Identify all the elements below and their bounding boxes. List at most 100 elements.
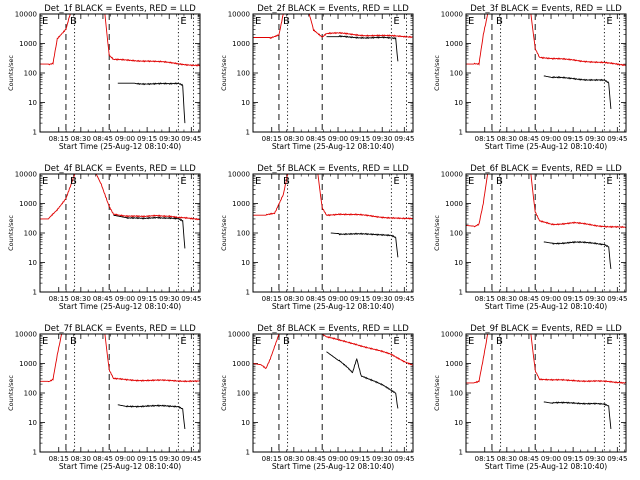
series-line: [40, 174, 200, 221]
chart-panel: Det_4f BLACK = Events, RED = LLD 1 10 100 10…: [7, 164, 201, 311]
y-tick-label: 100: [450, 70, 463, 78]
marker-label-e-start: E: [255, 336, 261, 347]
y-tick-label: 1: [459, 449, 463, 457]
series-line: [326, 34, 399, 62]
x-axis-label: Start Time (25-Aug-12 08:10:40): [485, 462, 607, 471]
marker-label-e-start: E: [255, 176, 261, 187]
y-tick-label: 100: [24, 230, 37, 238]
data-series: [466, 334, 626, 430]
y-tick-label: 100: [450, 390, 463, 398]
x-tick-label: 08:30: [71, 135, 91, 143]
y-tick-label: 10: [28, 99, 37, 107]
y-tick-label: 1: [33, 129, 37, 137]
y-tick-label: 1: [33, 289, 37, 297]
x-tick-label: 08:45: [93, 295, 113, 303]
marker-label-b: B: [496, 176, 503, 187]
series-line: [253, 174, 413, 220]
marker-label-b: B: [70, 336, 77, 347]
series-line: [466, 174, 626, 229]
x-axis-label: Start Time (25-Aug-12 08:10:40): [485, 142, 607, 151]
x-axis-label: Start Time (25-Aug-12 08:10:40): [59, 142, 181, 151]
plot-frame: [465, 173, 627, 293]
y-tick-label: 100: [237, 70, 250, 78]
x-tick-label: 09:45: [181, 135, 201, 143]
series-line: [113, 214, 186, 249]
y-tick-label: 1000: [445, 40, 463, 48]
x-tick-label: 09:15: [350, 295, 370, 303]
y-axis-label: Counts/sec: [220, 215, 228, 251]
x-tick-label: 09:45: [607, 295, 627, 303]
x-tick-label: 09:15: [350, 455, 370, 463]
x-tick-label: 09:15: [137, 135, 157, 143]
y-tick-label: 1000: [232, 360, 250, 368]
y-tick-label: 100: [450, 230, 463, 238]
marker-label-b: B: [70, 16, 77, 27]
chart-panel: Det_8f BLACK = Events, RED = LLD 1 10 100 10…: [220, 324, 414, 471]
x-tick-label: 09:15: [563, 295, 583, 303]
series-line: [543, 75, 612, 110]
marker-label-b: B: [283, 176, 290, 187]
panel-title: Det_7f BLACK = Events, RED = LLD: [44, 324, 196, 334]
data-series: [40, 174, 200, 249]
x-tick-label: 08:30: [284, 295, 304, 303]
marker-label-e-end: E: [393, 16, 399, 27]
plot-frame: [252, 173, 414, 293]
marker-label-e-start: E: [468, 16, 474, 27]
panel-title: Det_5f BLACK = Events, RED = LLD: [257, 164, 409, 174]
chart-panel: Det_7f BLACK = Events, RED = LLD 1 10 100 10…: [7, 324, 201, 471]
y-tick-label: 1: [246, 129, 250, 137]
x-tick-label: 09:15: [137, 455, 157, 463]
x-tick-label: 09:15: [563, 455, 583, 463]
plot-frame: [39, 173, 201, 293]
panel-title: Det_3f BLACK = Events, RED = LLD: [470, 4, 622, 14]
x-axis-label: Start Time (25-Aug-12 08:10:40): [59, 462, 181, 471]
y-axis-label: Counts/sec: [220, 55, 228, 91]
y-tick-label: 10: [241, 419, 250, 427]
plot-frame: [252, 333, 414, 453]
series-line: [253, 14, 413, 40]
x-tick-label: 08:30: [71, 295, 91, 303]
chart-panel: Det_1f BLACK = Events, RED = LLD 1 10 100 10…: [7, 4, 201, 151]
marker-label-e-end: E: [180, 336, 186, 347]
y-tick-label: 10000: [228, 171, 250, 179]
series-line: [117, 404, 186, 430]
panel-title: Det_4f BLACK = Events, RED = LLD: [44, 164, 196, 174]
marker-label-b: B: [70, 176, 77, 187]
y-tick-label: 10: [28, 259, 37, 267]
x-tick-label: 09:00: [115, 135, 135, 143]
y-tick-label: 10000: [441, 331, 463, 339]
x-tick-label: 08:45: [519, 135, 539, 143]
series-line: [330, 232, 399, 258]
data-series: [253, 174, 413, 258]
x-tick-label: 08:15: [475, 295, 495, 303]
x-tick-label: 08:45: [306, 295, 326, 303]
marker-label-e-end: E: [606, 176, 612, 187]
y-axis-label: Counts/sec: [433, 55, 441, 91]
plot-frame: [465, 13, 627, 133]
y-tick-label: 10: [28, 419, 37, 427]
data-series: [466, 174, 626, 270]
data-series: [40, 334, 200, 430]
x-axis-label: Start Time (25-Aug-12 08:10:40): [272, 302, 394, 311]
plot-frame: [39, 13, 201, 133]
y-axis-label: Counts/sec: [7, 55, 15, 91]
x-tick-label: 08:45: [306, 455, 326, 463]
data-series: [466, 14, 626, 110]
y-tick-label: 1000: [445, 360, 463, 368]
y-tick-label: 1000: [232, 40, 250, 48]
x-tick-label: 08:45: [93, 135, 113, 143]
y-tick-label: 10000: [15, 11, 37, 19]
y-tick-label: 10: [454, 99, 463, 107]
marker-label-e-end: E: [180, 176, 186, 187]
y-tick-label: 1000: [19, 40, 37, 48]
data-series: [253, 14, 413, 62]
marker-label-e-end: E: [606, 16, 612, 27]
y-axis-label: Counts/sec: [433, 375, 441, 411]
series-line: [543, 240, 612, 270]
x-tick-label: 09:45: [394, 295, 414, 303]
plot-frame: [465, 333, 627, 453]
y-tick-label: 10000: [228, 11, 250, 19]
x-tick-label: 09:00: [115, 295, 135, 303]
chart-panel: Det_3f BLACK = Events, RED = LLD 1 10 100 10…: [433, 4, 627, 151]
x-tick-label: 08:15: [262, 135, 282, 143]
